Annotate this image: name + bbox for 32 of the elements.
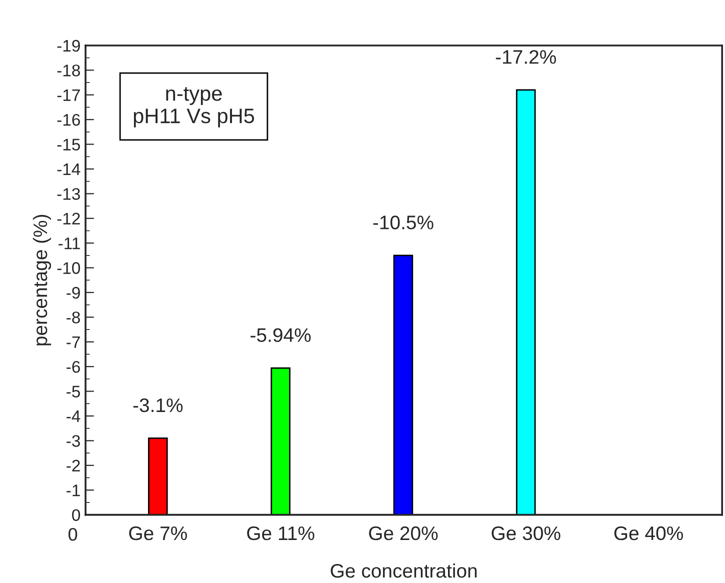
y-tick-label: -11: [58, 238, 80, 250]
y-tick-label: -1: [66, 484, 80, 496]
y-tick-label: -17: [57, 89, 80, 101]
annotation: n-type pH11 Vs pH5: [134, 87, 254, 128]
data-label: -17.2%: [496, 50, 556, 64]
y-tick-label: 0: [72, 509, 80, 521]
y-tick-label: -12: [57, 212, 80, 224]
y-tick-label: -6: [66, 360, 80, 373]
y-tick-label: -3: [66, 435, 80, 447]
y-tick-label: -2: [66, 460, 80, 472]
y-tick-label: -9: [66, 286, 80, 299]
x-tick-label: Ge 20%: [369, 526, 438, 540]
y-tick-label: -14: [57, 164, 80, 176]
x-tick-label: Ge 7%: [129, 526, 187, 540]
y-tick-label: -4: [66, 410, 80, 422]
data-label: -3.1%: [133, 398, 183, 412]
y-tick-label: -8: [66, 312, 80, 324]
y-tick-label: -18: [57, 64, 80, 76]
y-tick-label: -19: [57, 40, 80, 52]
data-label: -10.5%: [373, 216, 434, 230]
y-tick-label: -7: [66, 336, 80, 348]
y-tick-label: -10: [57, 262, 80, 274]
x-axis-title: Ge concentration: [330, 563, 477, 578]
x-tick-label: Ge 11%: [247, 526, 314, 540]
x-tick-label: Ge 30%: [492, 526, 560, 540]
y-tick-label: -16: [57, 114, 80, 126]
data-label: -5.94%: [250, 328, 311, 342]
y-tick-label: -13: [57, 188, 80, 200]
y-axis-title: percentage (%): [32, 214, 52, 346]
y-tick-label: -5: [66, 386, 80, 398]
y-tick-label: -15: [57, 138, 80, 150]
x-tick-label: Ge 40%: [614, 526, 683, 540]
